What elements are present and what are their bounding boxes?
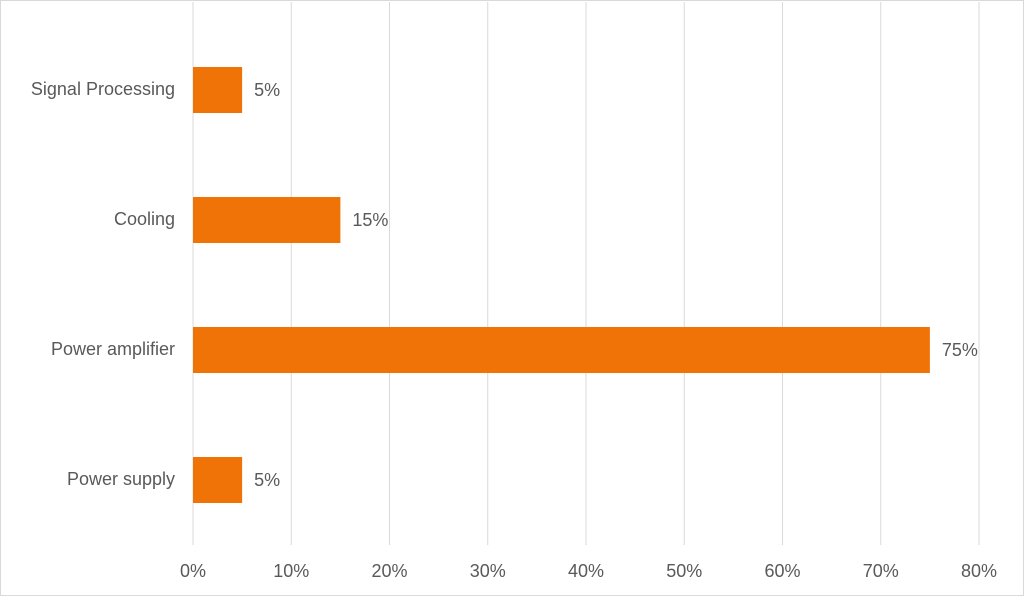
- x-tick-label: 60%: [764, 561, 800, 581]
- bar: [193, 197, 341, 243]
- data-label: 5%: [254, 470, 280, 490]
- x-tick-label: 0%: [180, 561, 206, 581]
- x-tick-label: 30%: [470, 561, 506, 581]
- y-tick-label: Signal Processing: [31, 79, 175, 99]
- y-tick-label: Cooling: [114, 209, 175, 229]
- bar: [193, 327, 930, 373]
- bar: [193, 67, 243, 113]
- y-tick-label: Power supply: [67, 469, 175, 489]
- data-label: 75%: [942, 340, 978, 360]
- x-tick-label: 40%: [568, 561, 604, 581]
- bar: [193, 457, 243, 503]
- x-tick-label: 20%: [371, 561, 407, 581]
- y-tick-label: Power amplifier: [51, 339, 175, 359]
- data-label: 15%: [352, 210, 388, 230]
- x-tick-label: 70%: [863, 561, 899, 581]
- x-tick-label: 10%: [273, 561, 309, 581]
- x-tick-label: 80%: [961, 561, 997, 581]
- x-tick-label: 50%: [666, 561, 702, 581]
- data-label: 5%: [254, 80, 280, 100]
